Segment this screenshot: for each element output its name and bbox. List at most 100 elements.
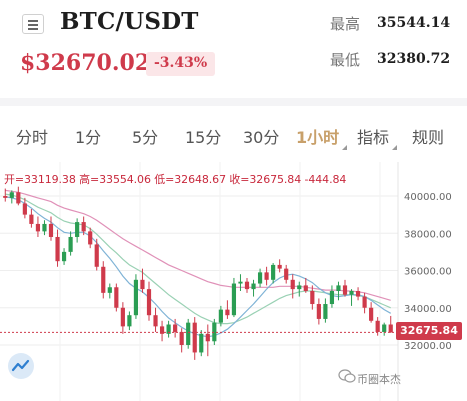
tab-timeline[interactable]: 分时 — [16, 128, 49, 147]
candle-body — [277, 264, 282, 269]
candle-body — [29, 214, 34, 224]
candle-body — [35, 223, 41, 232]
candle-body — [329, 290, 335, 305]
tab-indicators-label: 指标 — [357, 128, 390, 147]
close-label: 收= — [229, 173, 250, 186]
candle-body — [101, 266, 106, 293]
candle-body — [81, 222, 86, 232]
tab-30min[interactable]: 30分 — [243, 128, 280, 147]
y-tick-label: 40000.00 — [404, 192, 452, 203]
candle-body — [192, 322, 197, 353]
watermark: 币圈本杰 — [357, 373, 401, 386]
change-value: -444.84 — [304, 173, 347, 186]
candle-body — [323, 304, 328, 319]
candle-body — [75, 222, 80, 237]
candle-body — [22, 203, 27, 215]
last-price-tag: 32675.84 — [396, 322, 462, 340]
candle-body — [310, 290, 315, 305]
candle-body — [140, 279, 145, 290]
candle-body — [16, 192, 21, 204]
candle-body — [369, 307, 374, 321]
y-tick-label: 38000.00 — [404, 229, 452, 240]
current-price: $32670.02 — [20, 50, 151, 76]
open-value: 33119.38 — [24, 173, 76, 186]
candle-body — [3, 196, 8, 198]
candle-body — [173, 324, 178, 332]
candle-body — [179, 331, 184, 345]
close-value: 32675.84 — [249, 173, 302, 186]
tab-1hour-label: 1小时 — [296, 128, 340, 147]
candle-body — [114, 287, 119, 308]
candle-body — [231, 283, 237, 316]
candle-body — [257, 272, 263, 284]
candle-body — [244, 281, 250, 290]
menu-icon[interactable] — [22, 14, 44, 34]
section-divider — [0, 98, 467, 106]
candle-body — [382, 324, 387, 332]
high-label: 高= — [79, 173, 100, 186]
low-value: 32380.72 — [377, 51, 451, 67]
candle-body — [159, 326, 165, 334]
candle-body — [42, 223, 47, 232]
low-label: 最低 — [330, 51, 361, 69]
tab-15min[interactable]: 15分 — [185, 128, 222, 147]
y-tick-label: 32000.00 — [404, 341, 452, 352]
candle-body — [362, 296, 367, 308]
candle-body — [55, 236, 60, 262]
ohlc-readout: 开=33119.38 高=33554.06 低=32648.67 收=32675… — [4, 171, 346, 187]
candle-body — [48, 223, 54, 237]
candle-body — [316, 304, 321, 319]
moving-average-line — [5, 189, 391, 301]
candle-body — [388, 324, 393, 333]
candle-body — [297, 285, 302, 290]
high-label: 最高 — [330, 15, 361, 33]
candle-body — [264, 272, 269, 280]
wechat-icon — [338, 369, 356, 383]
candle-body — [61, 251, 67, 262]
candlestick-chart[interactable]: 40000.00 38000.00 36000.00 34000.00 32000.00 — [0, 162, 467, 401]
candle-body — [336, 285, 341, 291]
chart-logo-icon — [8, 353, 34, 379]
dropdown-corner-icon — [342, 145, 348, 150]
candle-body — [271, 264, 276, 280]
candle-body — [146, 289, 152, 316]
candle-body — [9, 192, 14, 198]
candle-body — [186, 322, 191, 345]
tab-indicators[interactable]: 指标 — [357, 124, 398, 150]
candle-body — [303, 285, 308, 291]
candle-body — [107, 287, 112, 293]
candle-body — [251, 283, 256, 290]
candle-body — [127, 315, 132, 327]
high-value: 33554.06 — [99, 173, 151, 186]
candle-body — [153, 315, 158, 327]
tab-1hour[interactable]: 1小时 — [296, 124, 348, 150]
candle-body — [205, 333, 210, 342]
low-label: 低= — [154, 173, 175, 186]
high-value: 35544.14 — [377, 15, 451, 31]
candle-body — [94, 244, 99, 267]
candle-body — [120, 307, 125, 327]
candle-body — [88, 231, 93, 245]
y-tick-label: 36000.00 — [404, 267, 452, 278]
candle-body — [68, 236, 73, 252]
header: BTC/USDT $32670.02 -3.43% 最高 35544.14 最低… — [0, 0, 467, 98]
y-tick-label: 34000.00 — [404, 304, 452, 315]
tab-5min[interactable]: 5分 — [132, 128, 159, 147]
pair-title: BTC/USDT — [60, 8, 199, 35]
candle-body — [238, 281, 243, 284]
tab-1min[interactable]: 1分 — [75, 128, 102, 147]
candle-body — [284, 268, 289, 280]
candle-body — [290, 279, 295, 290]
candle-body — [199, 333, 204, 353]
candle-body — [342, 285, 348, 295]
dropdown-corner-icon — [392, 145, 398, 150]
tab-rules[interactable]: 规则 — [412, 128, 445, 147]
moving-average-line — [5, 196, 391, 338]
low-value: 32648.67 — [174, 173, 226, 186]
candle-body — [355, 290, 361, 297]
candle-body — [212, 322, 217, 342]
candle-body — [225, 309, 230, 316]
candle-body — [133, 279, 139, 316]
candle-body — [166, 324, 171, 334]
candle-body — [218, 309, 223, 323]
